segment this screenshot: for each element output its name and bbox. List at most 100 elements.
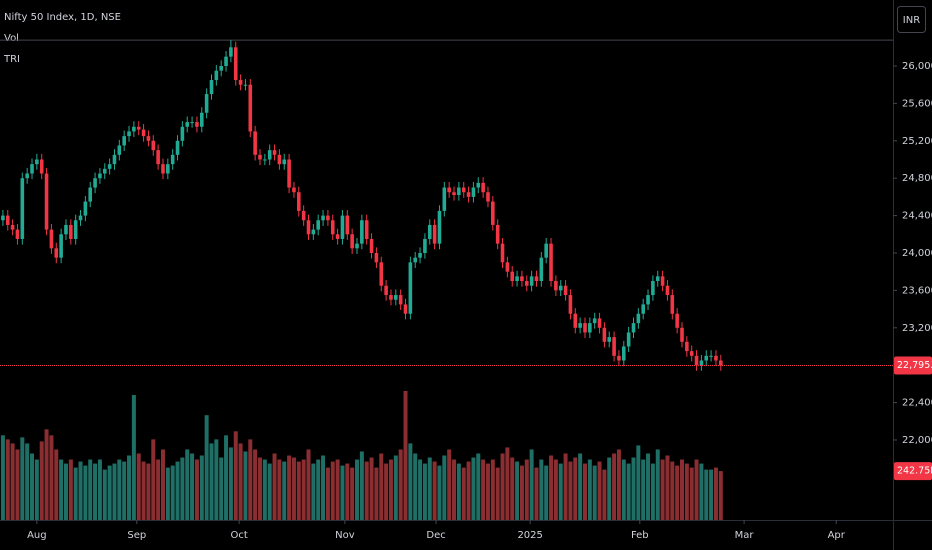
candle-body [534, 276, 539, 282]
volume-bar [544, 465, 549, 520]
volume-bar [262, 459, 267, 520]
candle-body [398, 295, 403, 305]
candle-body [282, 159, 287, 165]
volume-bar [524, 459, 529, 520]
candle-body [510, 271, 515, 282]
volume-bar [107, 465, 112, 520]
candle-body [491, 201, 495, 225]
volume-bar [141, 461, 146, 520]
candle-body [151, 140, 156, 151]
candle-body [258, 154, 262, 160]
volume-bar [495, 467, 500, 520]
volume-bar [403, 391, 408, 520]
candle-body [466, 192, 471, 197]
candle-body [141, 129, 146, 137]
candle-body [694, 355, 699, 366]
candle-body [651, 281, 655, 296]
candle-body [602, 327, 607, 342]
candle-body [263, 159, 267, 161]
candle-body [316, 220, 321, 230]
volume-bar [277, 459, 282, 520]
volume-bar [102, 469, 107, 520]
volume-bar [97, 459, 102, 520]
volume-bar [321, 455, 326, 520]
candle-body [704, 355, 709, 361]
candle-body [248, 84, 253, 132]
y-tick-label: 22,400.00 [902, 398, 932, 409]
candle-body [437, 210, 442, 244]
x-tick-label: Oct [230, 530, 247, 541]
candle-body [457, 187, 461, 196]
candle-body [558, 285, 563, 291]
volume-bar [650, 463, 655, 520]
volume-bar [214, 439, 219, 520]
candle-body [10, 224, 15, 230]
candle-body [461, 187, 466, 193]
volume-bar [539, 459, 544, 520]
volume-bar [63, 463, 68, 520]
candle-body [486, 192, 490, 202]
candle-body [296, 192, 301, 211]
candle-body [277, 154, 282, 165]
currency-button[interactable] [897, 6, 926, 33]
candle-body [413, 257, 418, 263]
volume-bar [340, 465, 345, 520]
candle-body [35, 159, 39, 165]
candle-body [136, 126, 141, 130]
candle-body [146, 136, 151, 141]
volume-bar [0, 435, 5, 520]
candle-body [680, 327, 684, 342]
volume-bar [199, 455, 204, 520]
candle-body [423, 238, 427, 253]
candle-body [476, 182, 481, 188]
volume-bar [684, 463, 689, 520]
candle-body [64, 224, 68, 235]
candle-body [98, 173, 102, 179]
candle-body [588, 323, 592, 333]
candle-body [224, 56, 228, 67]
candle-body [166, 164, 170, 174]
candle-body [670, 295, 675, 314]
candle-body [568, 295, 573, 314]
candle-body [156, 150, 160, 165]
candle-body [452, 192, 456, 196]
candle-body [573, 313, 578, 328]
x-tick-label: Aug [27, 530, 47, 541]
candle-body [364, 220, 369, 239]
volume-bar [490, 459, 495, 520]
candle-body [355, 243, 359, 249]
volume-bar [689, 467, 694, 520]
candle-body [170, 154, 175, 165]
volume-bar [10, 443, 15, 520]
volume-bar [54, 449, 59, 520]
volume-bar [311, 463, 316, 520]
indicator-label[interactable]: Vol [4, 33, 19, 44]
candle-body [238, 80, 243, 85]
currency-label[interactable]: INR [903, 15, 920, 26]
volume-bar [238, 443, 243, 520]
candle-body [102, 168, 107, 174]
candle-body [685, 341, 689, 352]
candle-body [427, 224, 432, 239]
volume-bar [582, 463, 587, 520]
x-tick-label: Feb [631, 530, 649, 541]
indicator-label[interactable]: TRI [3, 54, 20, 65]
volume-bar [165, 467, 170, 520]
volume-bar [78, 461, 83, 520]
candle-body [93, 178, 97, 188]
volume-bar [316, 459, 321, 520]
volume-bar [73, 467, 78, 520]
candle-body [233, 47, 238, 81]
candle-body [709, 355, 713, 357]
y-tick-label: 23,200.00 [902, 323, 932, 334]
volume-bar [253, 449, 258, 520]
candle-body [204, 94, 209, 113]
volume-bar [388, 459, 393, 520]
candle-body [30, 164, 34, 174]
volume-bar [558, 463, 563, 520]
candle-body [607, 337, 612, 342]
volume-bar [452, 459, 457, 520]
candle-body [369, 238, 374, 253]
